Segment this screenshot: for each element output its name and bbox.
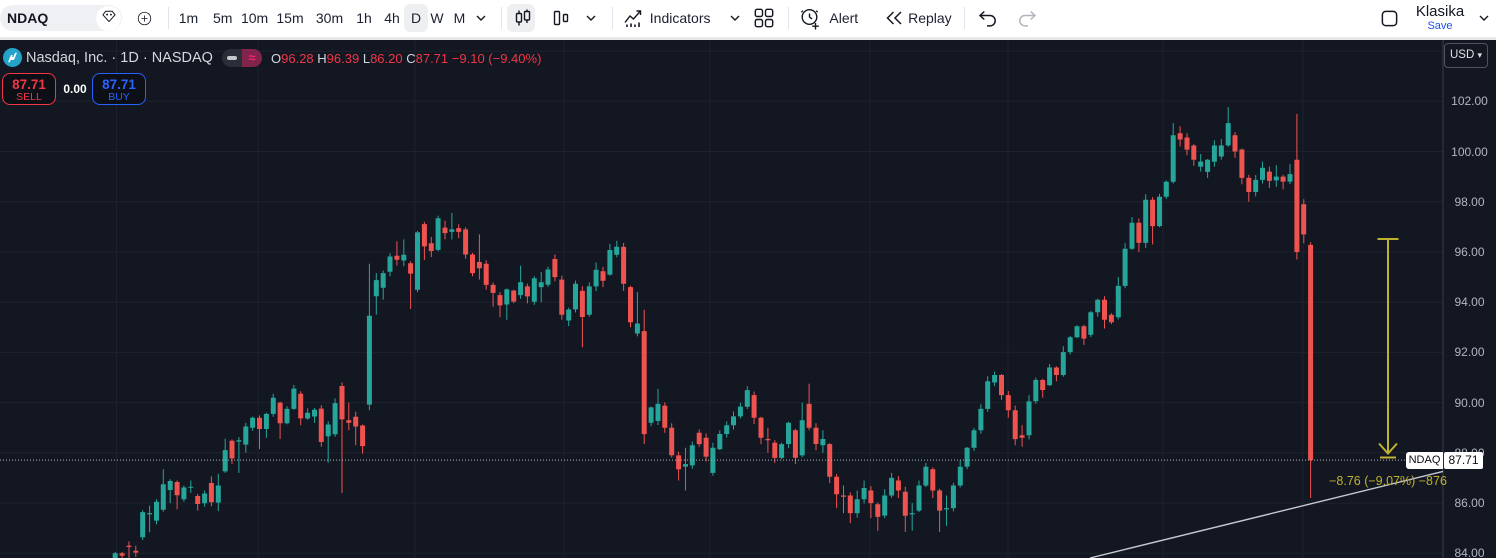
svg-text:−8.76 (−9.07%) −876: −8.76 (−9.07%) −876 (1329, 474, 1447, 488)
